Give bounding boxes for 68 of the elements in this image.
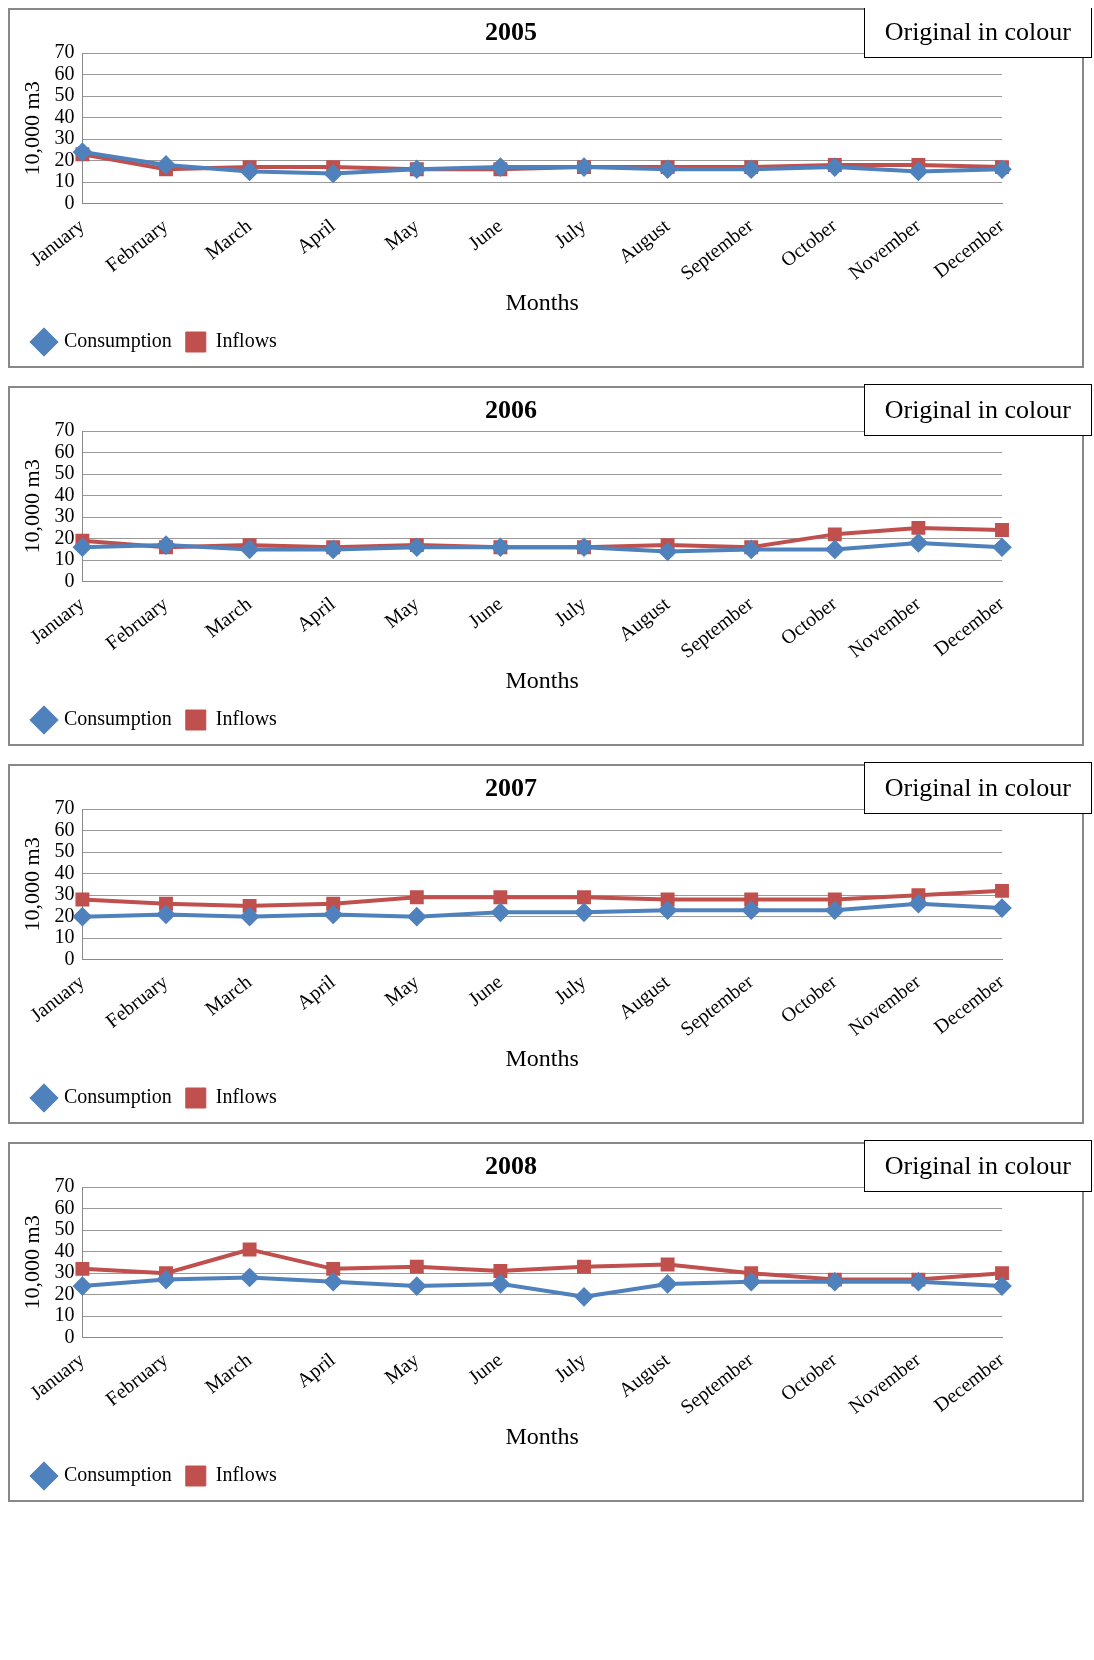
legend-label: Consumption bbox=[64, 1085, 172, 1109]
y-tick-label: 10 bbox=[54, 925, 75, 948]
y-tick-label: 50 bbox=[54, 1217, 75, 1240]
x-tick-label: June bbox=[463, 1347, 507, 1388]
y-tick-label: 50 bbox=[54, 461, 75, 484]
chart-title: 2007 bbox=[485, 773, 537, 803]
y-tick-label: 30 bbox=[54, 126, 75, 149]
y-tick-label: 0 bbox=[64, 1324, 75, 1347]
y-tick-label: 40 bbox=[54, 860, 75, 883]
y-tick-label: 30 bbox=[54, 1260, 75, 1283]
legend-label: Inflows bbox=[215, 707, 278, 730]
x-axis-title: Months bbox=[505, 288, 579, 315]
x-tick-label: July bbox=[549, 970, 591, 1009]
y-tick-label: 60 bbox=[54, 61, 75, 84]
y-tick-label: 70 bbox=[54, 796, 75, 819]
y-tick-label: 50 bbox=[54, 83, 75, 106]
x-tick-label: July bbox=[549, 1348, 591, 1387]
text: Original in colour bbox=[863, 1140, 1092, 1192]
y-tick-label: 20 bbox=[54, 1281, 75, 1304]
y-tick-label: 20 bbox=[54, 903, 75, 926]
y-tick-label: 40 bbox=[54, 482, 75, 505]
legend-label: Inflows bbox=[215, 1085, 278, 1108]
y-tick-label: 40 bbox=[54, 104, 75, 127]
y-tick-label: 70 bbox=[54, 418, 75, 441]
y-tick-label: 60 bbox=[54, 1195, 75, 1218]
x-axis-title: Months bbox=[505, 1422, 579, 1449]
y-tick-label: 60 bbox=[54, 439, 75, 462]
x-tick-label: June bbox=[463, 591, 507, 632]
x-tick-label: July bbox=[549, 592, 591, 631]
y-tick-label: 0 bbox=[64, 568, 75, 591]
y-tick-label: 10 bbox=[54, 169, 75, 192]
x-tick-label: July bbox=[549, 214, 591, 253]
text: Original in colour bbox=[863, 762, 1092, 814]
y-tick-label: 40 bbox=[54, 1238, 75, 1261]
y-tick-label: 30 bbox=[54, 504, 75, 527]
legend-label: Inflows bbox=[215, 329, 278, 352]
y-tick-label: 30 bbox=[54, 882, 75, 905]
legend-label: Consumption bbox=[64, 1463, 172, 1487]
y-axis-title: 10,000 m3 bbox=[18, 1215, 44, 1310]
y-tick-label: 60 bbox=[54, 817, 75, 840]
x-tick-label: May bbox=[380, 970, 424, 1011]
chart-title: 2008 bbox=[485, 1151, 537, 1181]
x-tick-label: May bbox=[380, 214, 424, 255]
chart-title: 2006 bbox=[485, 395, 537, 425]
y-axis-title: 10,000 m3 bbox=[18, 81, 44, 176]
x-tick-label: June bbox=[463, 969, 507, 1010]
y-tick-label: 0 bbox=[64, 190, 75, 213]
x-tick-label: May bbox=[380, 592, 424, 633]
y-tick-label: 10 bbox=[54, 1303, 75, 1326]
y-tick-label: 20 bbox=[54, 525, 75, 548]
x-axis-title: Months bbox=[505, 1044, 579, 1071]
legend-label: Consumption bbox=[64, 707, 172, 731]
y-tick-label: 20 bbox=[54, 147, 75, 170]
y-axis-title: 10,000 m3 bbox=[18, 459, 44, 554]
x-axis-title: Months bbox=[505, 666, 579, 693]
y-tick-label: 10 bbox=[54, 547, 75, 570]
x-tick-label: June bbox=[463, 213, 507, 254]
x-tick-label: May bbox=[380, 1348, 424, 1389]
chart-title: 2005 bbox=[485, 17, 537, 47]
y-tick-label: 70 bbox=[54, 1174, 75, 1197]
y-tick-label: 50 bbox=[54, 839, 75, 862]
text: Original in colour bbox=[863, 6, 1092, 58]
y-tick-label: 0 bbox=[64, 946, 75, 969]
y-tick-label: 70 bbox=[54, 40, 75, 63]
legend-label: Consumption bbox=[64, 329, 172, 353]
y-axis-title: 10,000 m3 bbox=[18, 837, 44, 932]
legend-label: Inflows bbox=[215, 1463, 278, 1486]
text: Original in colour bbox=[863, 384, 1092, 436]
